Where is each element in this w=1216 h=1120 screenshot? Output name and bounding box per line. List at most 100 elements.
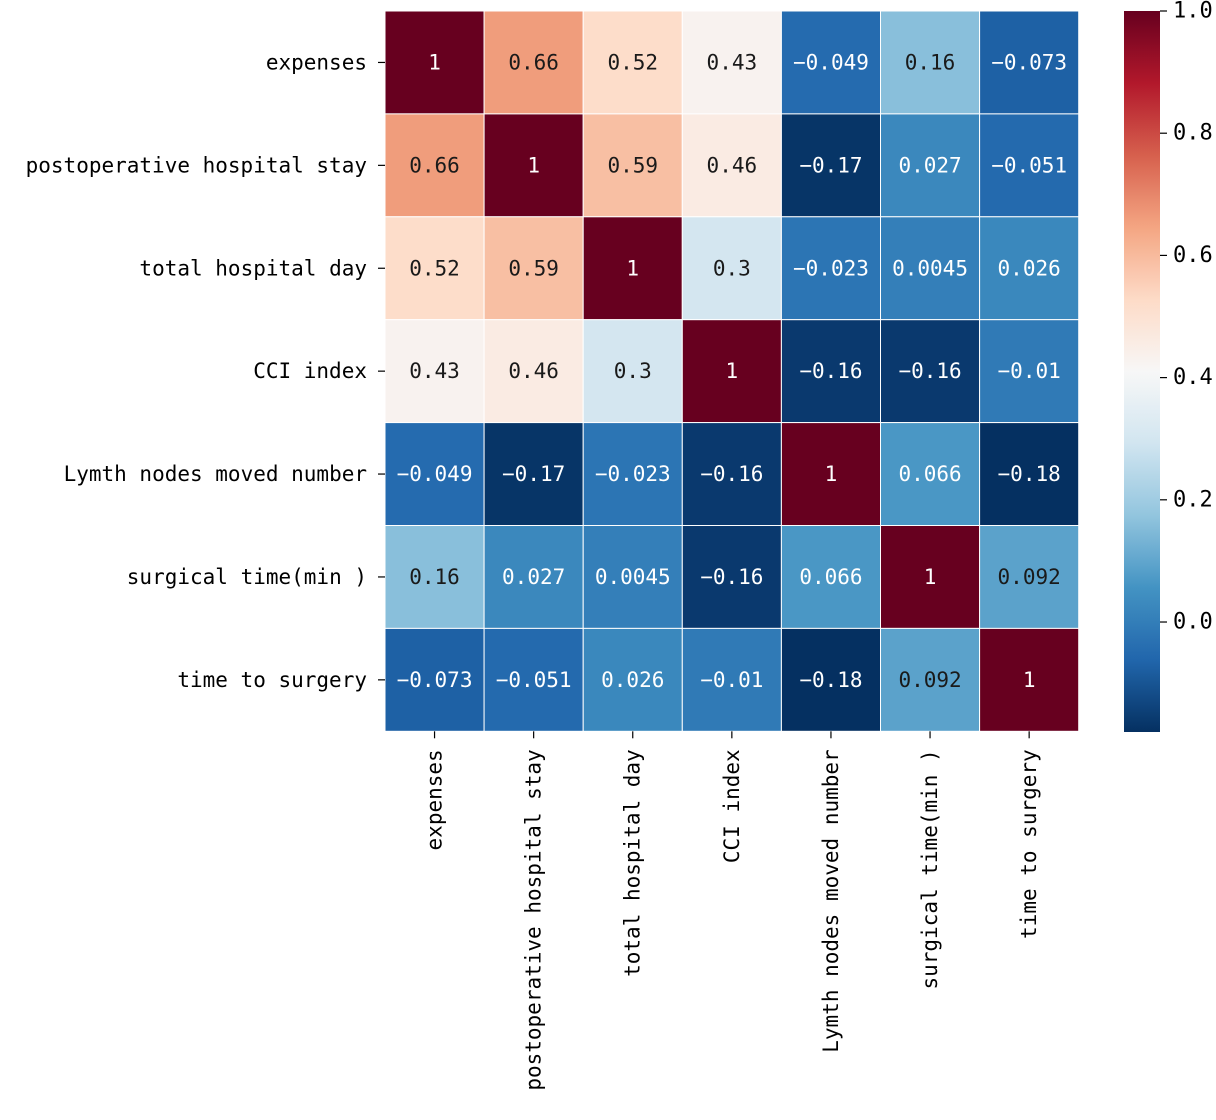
colorbar: 0.0 0.2 0.4 0.6 0.8 1.0 [1124, 0, 1213, 732]
cell-value-label: 0.59 [607, 153, 658, 177]
heatmap-cell [979, 525, 1080, 629]
cell-value-label: 0.066 [799, 565, 862, 589]
heatmap-cell [582, 627, 683, 732]
cell-value-label: −0.18 [998, 462, 1061, 486]
heatmap-cell [880, 216, 981, 321]
heatmap-cell [384, 422, 485, 527]
cell-value-label: −0.051 [496, 668, 572, 692]
cell-value-label: 1 [1023, 668, 1036, 692]
heatmap-cell [681, 627, 782, 732]
x-tick-label: postoperative hospital stay [522, 749, 546, 1090]
y-tick-label: expenses [266, 50, 367, 74]
y-tick-label: CCI index [253, 359, 367, 383]
y-axis: expenses postoperative hospital stay total… [26, 50, 385, 692]
colorbar-tick-label: 1.0 [1173, 0, 1213, 24]
cell-value-label: 1 [924, 565, 937, 589]
cell-value-label: 0.46 [707, 153, 758, 177]
heatmap-cell [483, 216, 584, 321]
cell-value-label: −0.17 [799, 153, 862, 177]
heatmap-cell [979, 319, 1080, 424]
heatmap-cell [880, 113, 981, 218]
heatmap-cell-labels: 1 0.66 0.52 0.43 −0.049 0.16 −0.073 0.66 1 0.59 0.… [397, 50, 1067, 691]
x-tick-label: expenses [423, 749, 447, 850]
heatmap-cell [681, 319, 782, 424]
colorbar-tick-label: 0.6 [1173, 243, 1213, 268]
heatmap-cell [384, 10, 485, 115]
cell-value-label: 0.59 [508, 256, 559, 280]
y-tick-label: postoperative hospital stay [26, 153, 367, 177]
heatmap-cell [880, 627, 981, 732]
colorbar-tick-label: 0.2 [1173, 487, 1213, 512]
cell-value-label: −0.17 [502, 462, 565, 486]
heatmap-cell [582, 216, 683, 321]
cell-value-label: 0.66 [508, 50, 559, 74]
heatmap-cell [979, 216, 1080, 321]
heatmap-cell [681, 10, 782, 115]
cell-value-label: 0.026 [601, 668, 664, 692]
heatmap-cell [780, 113, 882, 218]
heatmap-cell [384, 319, 485, 424]
cell-value-label: −0.01 [700, 668, 763, 692]
y-tick-label: Lymth nodes moved number [64, 462, 367, 486]
heatmap-cell [681, 216, 782, 321]
cell-value-label: −0.051 [991, 153, 1067, 177]
cell-value-label: 0.43 [707, 50, 758, 74]
cell-value-label: −0.023 [793, 256, 869, 280]
heatmap-cell [979, 627, 1080, 732]
cell-value-label: −0.049 [793, 50, 869, 74]
cell-value-label: 0.092 [998, 565, 1061, 589]
cell-value-label: 0.066 [898, 462, 961, 486]
colorbar-tick-label: 0.4 [1173, 365, 1213, 390]
cell-value-label: −0.16 [700, 462, 763, 486]
cell-value-label: 1 [428, 50, 441, 74]
heatmap-cell [582, 113, 683, 218]
x-tick-label: surgical time(min ) [918, 749, 942, 989]
cell-value-label: −0.049 [397, 462, 473, 486]
y-tick-label: total hospital day [139, 256, 367, 280]
heatmap-cell [780, 525, 882, 629]
cell-value-label: 0.16 [905, 50, 956, 74]
heatmap-cell [979, 113, 1080, 218]
x-tick-label: time to surgery [1017, 749, 1041, 939]
heatmap-cell [780, 216, 882, 321]
cell-value-label: −0.16 [799, 359, 862, 383]
heatmap-cell [582, 422, 683, 527]
cell-value-label: 0.092 [898, 668, 961, 692]
heatmap-cell [384, 525, 485, 629]
heatmap-cell [582, 525, 683, 629]
heatmap-cell [979, 422, 1080, 527]
cell-value-label: 0.027 [898, 153, 961, 177]
heatmap-cell [880, 10, 981, 115]
x-tick-label: Lymth nodes moved number [819, 749, 843, 1052]
cell-value-label: 0.3 [614, 359, 652, 383]
cell-value-label: 0.52 [607, 50, 658, 74]
colorbar-tick-label: 0.0 [1173, 610, 1213, 635]
cell-value-label: 0.3 [713, 256, 751, 280]
cell-value-label: −0.073 [991, 50, 1067, 74]
cell-value-label: 0.026 [998, 256, 1061, 280]
colorbar-gradient [1124, 11, 1160, 732]
heatmap-cell [483, 319, 584, 424]
cell-value-label: 0.43 [409, 359, 460, 383]
cell-value-label: −0.18 [799, 668, 862, 692]
y-tick-label: surgical time(min ) [127, 565, 367, 589]
heatmap-cell [780, 10, 882, 115]
colorbar-tick-label: 0.8 [1173, 121, 1213, 146]
heatmap-cell [384, 627, 485, 732]
heatmap-cell [681, 525, 782, 629]
cell-value-label: 0.46 [508, 359, 559, 383]
cell-value-label: −0.023 [595, 462, 671, 486]
heatmap-cell [483, 525, 584, 629]
cell-value-label: 0.16 [409, 565, 460, 589]
cell-value-label: 1 [726, 359, 739, 383]
heatmap-cell [483, 10, 584, 115]
cell-value-label: −0.16 [700, 565, 763, 589]
cell-value-label: 1 [626, 256, 639, 280]
cell-value-label: 0.52 [409, 256, 460, 280]
heatmap-cell [780, 627, 882, 732]
heatmap-cell [384, 216, 485, 321]
heatmap-cells [384, 10, 1080, 732]
cell-value-label: 0.0045 [595, 565, 671, 589]
cell-value-label: 0.66 [409, 153, 460, 177]
